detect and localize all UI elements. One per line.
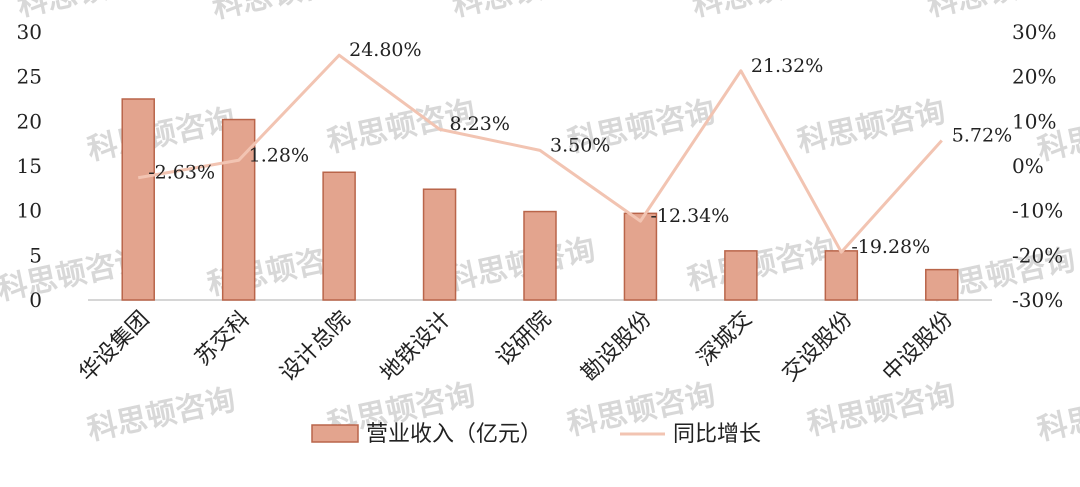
growth-data-label: 1.28% [249, 144, 309, 166]
growth-data-label: 3.50% [550, 134, 610, 156]
bar [623, 212, 658, 301]
bar [121, 98, 155, 301]
growth-data-label: 21.32% [751, 55, 823, 77]
bar [422, 188, 457, 301]
growth-data-label: 8.23% [450, 113, 510, 135]
growth-data-label: -12.34% [650, 205, 729, 227]
right-tick-label: 0% [1012, 154, 1044, 178]
watermark-text: 科思顿咨询 [1034, 382, 1080, 447]
watermark-text: 科思顿咨询 [794, 94, 948, 159]
right-axis-ticks: -30% -20% -10% 0% 10% 20% 30% [1012, 20, 1063, 312]
watermark-text: 科思顿咨询 [84, 102, 238, 167]
category-label: 苏交科 [191, 307, 255, 371]
category-label: 深城交 [693, 307, 757, 371]
left-tick-label: 25 [17, 65, 42, 89]
growth-line [137, 53, 943, 254]
category-label: 中设股份 [878, 307, 958, 387]
legend-bar-swatch [311, 424, 359, 443]
legend: 营业收入（亿元） 同比增长 [311, 422, 761, 447]
category-label: 勘设股份 [577, 307, 657, 387]
right-tick-label: 30% [1012, 20, 1056, 44]
right-tick-label: 10% [1012, 109, 1056, 133]
growth-data-label: 5.72% [952, 124, 1012, 146]
category-label: 设研院 [492, 307, 556, 371]
watermark-text: 科思顿咨询 [209, 0, 363, 26]
category-label: 地铁设计 [376, 307, 456, 387]
watermark-text: 科思顿咨询 [444, 232, 598, 297]
right-tick-label: -10% [1012, 199, 1063, 223]
data-labels: -2.63% 1.28% 24.80% 8.23% 3.50% -12.34% 21.32%… [148, 39, 1012, 258]
growth-data-label: 24.80% [349, 39, 421, 61]
left-tick-label: 30 [17, 20, 42, 44]
watermark-text: 科思顿咨询 [684, 232, 838, 297]
growth-data-label: -19.28% [851, 236, 930, 258]
watermark-text: 科思顿咨询 [84, 382, 238, 447]
category-label: 交设股份 [778, 307, 858, 387]
right-tick-label: -30% [1012, 288, 1063, 312]
left-axis-ticks: 0 5 10 15 20 25 30 [17, 20, 42, 312]
left-tick-label: 10 [17, 199, 42, 223]
legend-line-label: 同比增长 [673, 422, 761, 447]
left-tick-label: 5 [29, 243, 42, 267]
left-tick-label: 20 [17, 109, 42, 133]
bar [724, 250, 758, 301]
right-tick-label: 20% [1012, 65, 1056, 89]
watermark-text: 科思顿咨询 [449, 0, 603, 24]
bar-series [121, 98, 959, 301]
legend-bar-label: 营业收入（亿元） [366, 422, 542, 447]
bar [523, 210, 557, 301]
growth-data-label: -2.63% [148, 162, 215, 184]
category-label: 华设集团 [75, 307, 155, 387]
left-tick-label: 0 [29, 288, 42, 312]
bar [322, 171, 356, 301]
line-series [137, 53, 943, 254]
watermark-text: 科思顿咨询 [804, 377, 958, 442]
left-tick-label: 15 [17, 154, 42, 178]
category-label: 设计总院 [275, 307, 355, 387]
bar [824, 250, 859, 301]
right-tick-label: -20% [1012, 243, 1063, 267]
category-labels: 华设集团 苏交科 设计总院 地铁设计 设研院 勘设股份 深城交 交设股份 中设股份 [75, 307, 958, 387]
watermark-text: 科思顿咨询 [689, 0, 843, 24]
bar [925, 268, 959, 301]
